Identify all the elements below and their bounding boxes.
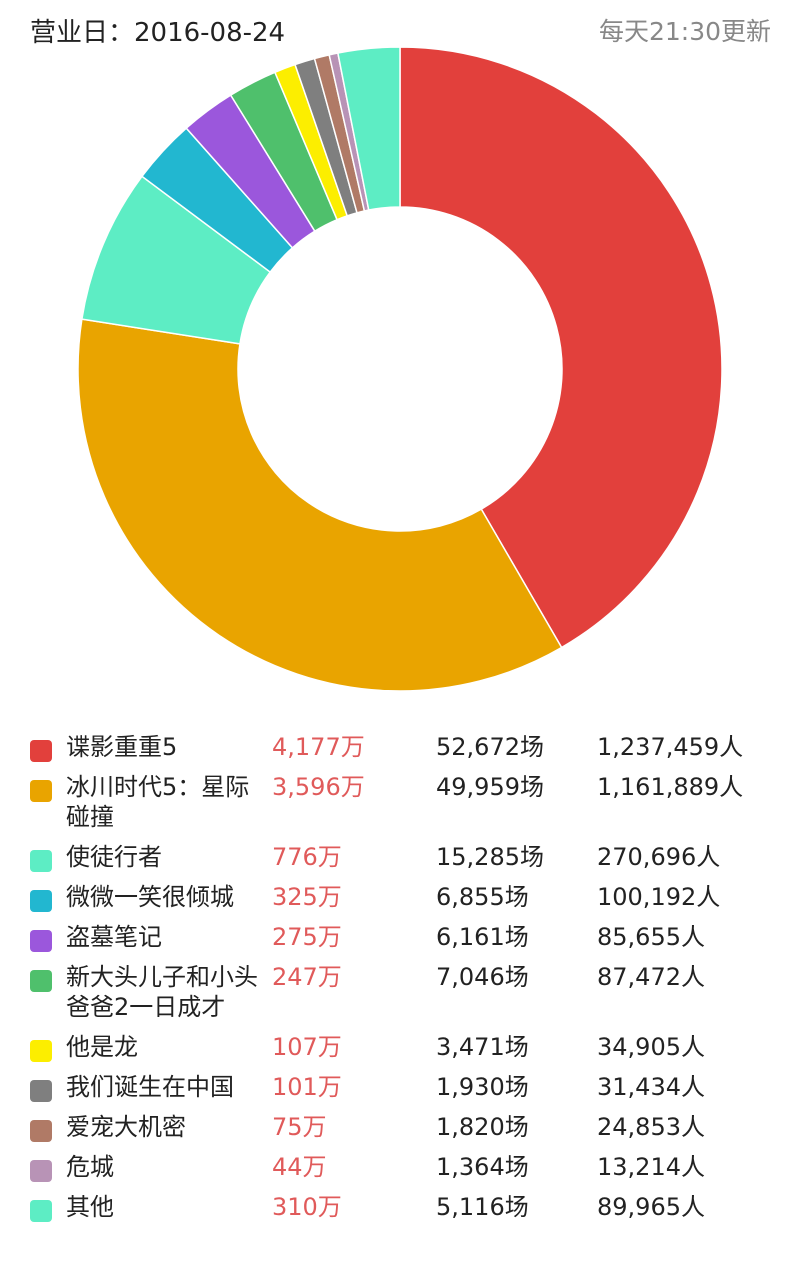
gross-value: 3,596万 (272, 773, 365, 801)
legend-swatch (30, 1160, 52, 1182)
show-count: 3,471场 (436, 1033, 529, 1061)
legend-swatch (30, 890, 52, 912)
legend-swatch (30, 970, 52, 992)
legend-row[interactable]: 他是龙 107万 3,471场 34,905人 (0, 1032, 801, 1072)
box-office-donut-chart[interactable] (0, 20, 801, 710)
show-count: 1,364场 (436, 1153, 529, 1181)
legend-row[interactable]: 其他 310万 5,116场 89,965人 (0, 1192, 801, 1232)
legend-swatch (30, 1080, 52, 1102)
donut-slice-0[interactable] (399, 46, 723, 649)
film-name: 我们诞生在中国 (66, 1073, 234, 1101)
legend-swatch (30, 850, 52, 872)
film-name: 冰川时代5：星际碰撞 (66, 773, 250, 831)
show-count: 52,672场 (436, 733, 544, 761)
legend-row[interactable]: 新大头儿子和小头爸爸2一日成才 247万 7,046场 87,472人 (0, 962, 801, 1032)
viewer-count: 1,161,889人 (597, 773, 744, 801)
legend-swatch (30, 1200, 52, 1222)
film-name: 爱宠大机密 (66, 1113, 186, 1141)
viewer-count: 89,965人 (597, 1193, 705, 1221)
film-name: 使徒行者 (66, 843, 162, 871)
gross-value: 75万 (272, 1113, 327, 1141)
show-count: 6,161场 (436, 923, 529, 951)
legend-swatch (30, 1120, 52, 1142)
film-name: 危城 (66, 1153, 114, 1181)
viewer-count: 24,853人 (597, 1113, 705, 1141)
update-note: 每天21:30更新 (598, 17, 771, 46)
business-date: 营业日：2016-08-24 (30, 18, 286, 48)
show-count: 1,820场 (436, 1113, 529, 1141)
show-count: 1,930场 (436, 1073, 529, 1101)
legend-row[interactable]: 冰川时代5：星际碰撞 3,596万 49,959场 1,161,889人 (0, 772, 801, 842)
film-name: 微微一笑很倾城 (66, 883, 234, 911)
viewer-count: 31,434人 (597, 1073, 705, 1101)
gross-value: 275万 (272, 923, 342, 951)
show-count: 6,855场 (436, 883, 529, 911)
gross-value: 325万 (272, 883, 342, 911)
legend-swatch (30, 780, 52, 802)
gross-value: 776万 (272, 843, 342, 871)
legend-row[interactable]: 我们诞生在中国 101万 1,930场 31,434人 (0, 1072, 801, 1112)
legend-row[interactable]: 盗墓笔记 275万 6,161场 85,655人 (0, 922, 801, 962)
legend-swatch (30, 740, 52, 762)
legend-row[interactable]: 谍影重重5 4,177万 52,672场 1,237,459人 (0, 732, 801, 772)
viewer-count: 1,237,459人 (597, 733, 744, 761)
show-count: 15,285场 (436, 843, 544, 871)
legend-row[interactable]: 微微一笑很倾城 325万 6,855场 100,192人 (0, 882, 801, 922)
donut-slice-10[interactable] (336, 46, 401, 211)
viewer-count: 13,214人 (597, 1153, 705, 1181)
viewer-count: 34,905人 (597, 1033, 705, 1061)
viewer-count: 87,472人 (597, 963, 705, 991)
legend-row[interactable]: 爱宠大机密 75万 1,820场 24,853人 (0, 1112, 801, 1152)
legend-row[interactable]: 使徒行者 776万 15,285场 270,696人 (0, 842, 801, 882)
gross-value: 101万 (272, 1073, 342, 1101)
show-count: 5,116场 (436, 1193, 529, 1221)
film-name: 盗墓笔记 (66, 923, 162, 951)
viewer-count: 85,655人 (597, 923, 705, 951)
film-name: 新大头儿子和小头爸爸2一日成才 (66, 963, 258, 1021)
gross-value: 247万 (272, 963, 342, 991)
gross-value: 4,177万 (272, 733, 365, 761)
legend-swatch (30, 1040, 52, 1062)
viewer-count: 100,192人 (597, 883, 721, 911)
film-name: 谍影重重5 (66, 733, 178, 761)
donut-slice-1[interactable] (77, 318, 563, 692)
legend-row[interactable]: 危城 44万 1,364场 13,214人 (0, 1152, 801, 1192)
viewer-count: 270,696人 (597, 843, 721, 871)
show-count: 49,959场 (436, 773, 544, 801)
header: 营业日：2016-08-24 每天21:30更新 (0, 0, 801, 56)
film-name: 其他 (66, 1193, 114, 1221)
gross-value: 107万 (272, 1033, 342, 1061)
gross-value: 44万 (272, 1153, 327, 1181)
legend-swatch (30, 930, 52, 952)
box-office-legend: 谍影重重5 4,177万 52,672场 1,237,459人冰川时代5：星际碰撞 3,… (0, 732, 801, 1232)
show-count: 7,046场 (436, 963, 529, 991)
gross-value: 310万 (272, 1193, 342, 1221)
film-name: 他是龙 (66, 1033, 138, 1061)
